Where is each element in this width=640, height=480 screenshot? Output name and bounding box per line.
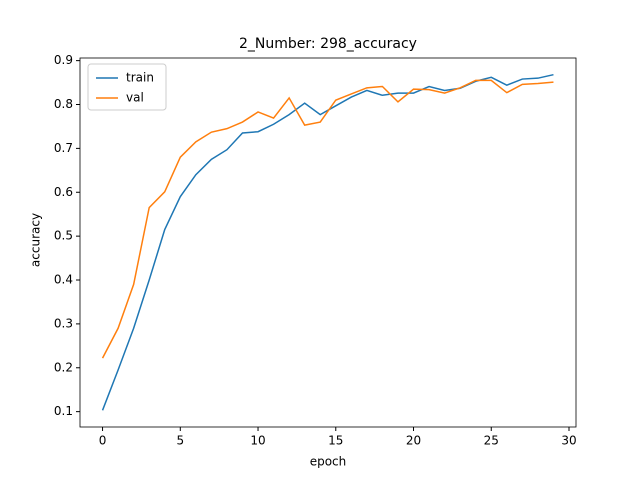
y-tick-label: 0.9 <box>54 53 73 67</box>
chart-title: 2_Number: 298_accuracy <box>239 36 417 52</box>
x-tick-label: 15 <box>328 434 343 448</box>
x-tick-label: 0 <box>99 434 107 448</box>
y-tick-label: 0.1 <box>54 404 73 418</box>
x-tick-label: 20 <box>406 434 421 448</box>
line-series <box>101 79 554 359</box>
x-tick-label: 5 <box>176 434 184 448</box>
x-tick-label: 10 <box>250 434 265 448</box>
x-tick-label: 25 <box>484 434 499 448</box>
plot-frame <box>79 57 577 428</box>
legend-label: train <box>126 71 154 85</box>
legend-label: val <box>126 91 144 105</box>
y-tick-label: 0.4 <box>54 273 73 287</box>
x-axis-label: epoch <box>310 455 347 469</box>
y-tick-label: 0.2 <box>54 360 73 374</box>
y-tick-label: 0.5 <box>54 229 73 243</box>
y-axis-label: accuracy <box>29 213 43 267</box>
y-tick-label: 0.6 <box>54 185 73 199</box>
x-tick-label: 30 <box>561 434 576 448</box>
y-tick-label: 0.7 <box>54 141 73 155</box>
y-tick-label: 0.3 <box>54 316 73 330</box>
y-tick-label: 0.8 <box>54 97 73 111</box>
